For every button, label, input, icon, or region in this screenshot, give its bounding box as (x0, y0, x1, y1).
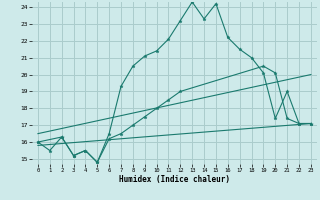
X-axis label: Humidex (Indice chaleur): Humidex (Indice chaleur) (119, 175, 230, 184)
